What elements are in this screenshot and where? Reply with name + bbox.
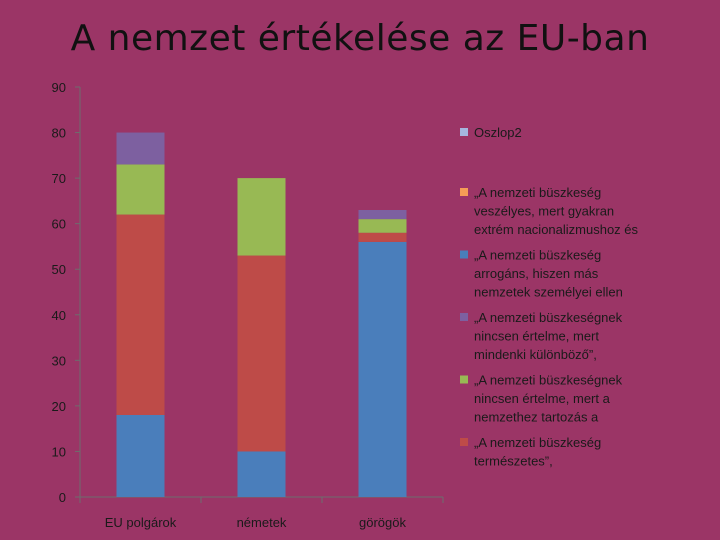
legend-label: extrém nacionalizmushoz és [474,222,639,237]
bar-segment [358,210,407,220]
legend-label: „A nemzeti büszkeségnek [474,373,623,388]
x-category-label: EU polgárok [105,515,177,530]
legend-label: „A nemzeti büszkeség [474,185,601,200]
legend-label: nemzethez tartozás a [474,410,599,425]
legend-label: veszélyes, mert gyakran [474,204,614,219]
legend-label: mindenki különböző”, [474,347,597,362]
bar-segment [116,214,165,415]
y-tick-label: 70 [52,171,66,186]
y-tick-label: 50 [52,262,66,277]
bar-segment [358,241,407,497]
y-tick-label: 0 [59,490,66,505]
legend-label: „A nemzeti büszkeség [474,248,601,263]
y-tick-label: 30 [52,353,66,368]
y-tick-label: 10 [52,444,66,459]
bar-segment [116,415,165,497]
x-category-label: németek [237,515,287,530]
bar-segment [237,451,286,497]
x-category-label: görögök [359,515,406,530]
legend-label: természetes”, [474,454,553,469]
legend-swatch [460,313,468,321]
legend-swatch [460,250,468,259]
legend-label: arrogáns, hiszen más [474,266,599,281]
bar-segment [116,164,165,215]
slide-title: A nemzet értékelése az EU-ban [70,18,650,59]
legend-swatch [460,128,468,136]
bar-segment [358,232,407,242]
y-tick-label: 90 [52,80,66,95]
legend-swatch [460,438,468,446]
legend-label: „A nemzeti büszkeségnek [474,310,623,325]
y-tick-label: 20 [52,399,66,414]
bar-segment [116,132,165,165]
y-tick-label: 60 [52,217,66,232]
y-tick-label: 80 [52,126,66,141]
legend-swatch [460,375,468,384]
legend-swatch [460,188,468,196]
legend-label: „A nemzeti büszkeség [474,435,601,450]
bar-segment [237,255,286,452]
bar-segment [237,178,286,256]
legend-label: Oszlop2 [474,125,522,140]
legend-label: nincsen értelme, mert [474,329,599,344]
legend-label: nincsen értelme, mert a [474,391,611,406]
legend-label: nemzetek személyei ellen [474,285,623,300]
y-tick-label: 40 [52,308,66,323]
bar-segment [358,219,407,233]
